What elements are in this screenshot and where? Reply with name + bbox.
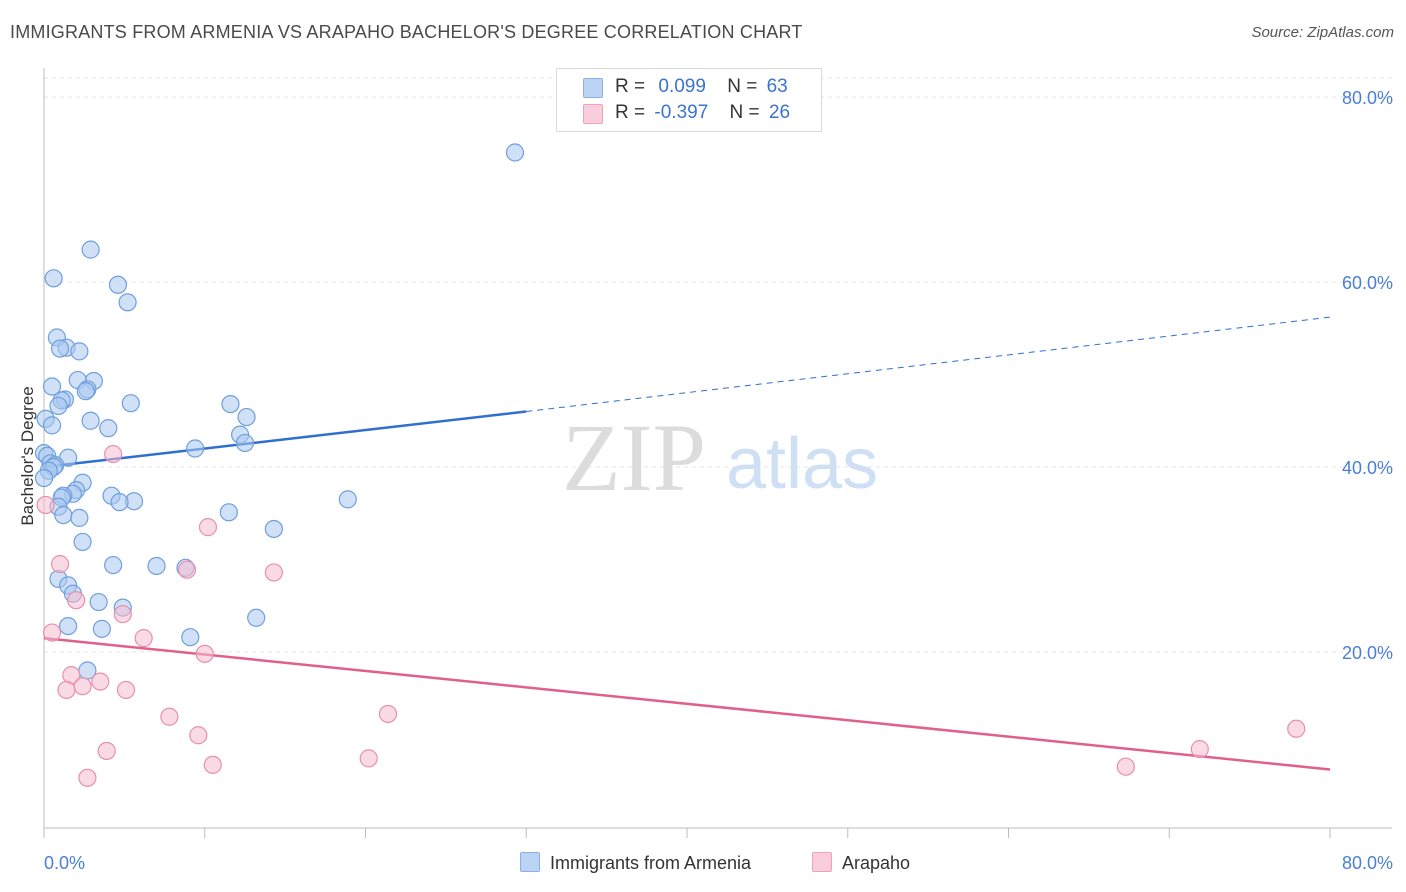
armenia-trend-line — [43, 410, 527, 469]
legend-r-label-1: R = — [615, 76, 646, 97]
armenia-point — [221, 395, 240, 414]
axes — [43, 68, 1392, 838]
arapaho-point — [378, 704, 398, 724]
arapaho-trend-line — [43, 636, 1331, 771]
armenia-point — [34, 469, 54, 488]
x-tick-label: 0.0% — [44, 853, 85, 873]
armenia-point — [264, 519, 283, 539]
legend-swatch-armenia — [583, 78, 603, 98]
armenia-point — [81, 240, 100, 259]
armenia-point — [121, 394, 140, 413]
legend-r-value-2: -0.397 — [654, 102, 709, 123]
watermark: ZIP atlas — [562, 404, 878, 511]
armenia-point — [76, 382, 95, 401]
arapaho-point — [50, 555, 70, 574]
legend-n-label-1: N = — [727, 76, 758, 97]
armenia-point — [42, 377, 62, 396]
bottom-legend-label-arapaho: Arapaho — [842, 853, 911, 873]
legend-n-value-1: 63 — [766, 76, 788, 97]
bottom-legend-swatch-armenia — [520, 852, 540, 872]
arapaho-point — [42, 623, 62, 642]
arapaho-point — [134, 629, 153, 648]
bottom-legend-armenia[interactable]: Immigrants from Armenia — [520, 852, 751, 874]
arapaho-point — [78, 768, 97, 787]
x-tick-label: 80.0% — [1342, 853, 1393, 873]
arapaho-point — [104, 444, 123, 464]
arapaho-point — [359, 749, 378, 768]
armenia-point — [73, 532, 92, 552]
correlation-legend: R = 0.099 N = 63 R = -0.397 N = 26 — [556, 68, 822, 132]
arapaho-point — [203, 755, 222, 774]
arapaho-point — [91, 672, 110, 691]
legend-r-value-1: 0.099 — [658, 76, 706, 97]
bottom-legend-label-armenia: Immigrants from Armenia — [550, 853, 752, 873]
armenia-point — [42, 416, 62, 435]
armenia-point — [70, 508, 89, 527]
armenia-point — [147, 556, 166, 576]
armenia-point — [44, 269, 63, 288]
arapaho-point — [1116, 757, 1135, 776]
armenia-point — [104, 555, 123, 575]
armenia-point — [235, 433, 255, 453]
arapaho-point — [198, 518, 218, 537]
armenia-point — [99, 419, 118, 438]
armenia-point — [49, 396, 68, 416]
source-label[interactable]: Source: ZipAtlas.com — [1251, 24, 1394, 41]
armenia-point — [54, 505, 73, 525]
armenia-point — [118, 293, 137, 312]
arapaho-point — [189, 726, 208, 745]
data-points — [34, 143, 1306, 787]
armenia-point — [92, 619, 111, 638]
legend-n-value-2: 26 — [768, 102, 791, 123]
armenia-point — [50, 339, 70, 358]
armenia-point — [338, 490, 357, 509]
armenia-trend-extension — [526, 316, 1331, 412]
watermark-zip: ZIP — [562, 404, 706, 511]
arapaho-point — [36, 495, 55, 515]
y-tick-label: 60.0% — [1342, 273, 1393, 293]
armenia-point — [70, 342, 89, 361]
armenia-point — [89, 592, 108, 612]
legend-n-label-2: N = — [729, 102, 760, 123]
armenia-point — [186, 439, 205, 458]
bottom-legend-swatch-arapaho — [812, 852, 832, 872]
legend-swatch-arapaho — [583, 104, 603, 124]
armenia-point — [110, 493, 129, 512]
chart-title: IMMIGRANTS FROM ARMENIA VS ARAPAHO BACHE… — [10, 22, 803, 42]
arapaho-point — [73, 677, 92, 696]
arapaho-point — [116, 680, 136, 700]
armenia-point — [181, 628, 200, 647]
arapaho-point — [1287, 719, 1306, 738]
armenia-point — [108, 275, 128, 294]
legend-r-label-2: R = — [615, 102, 646, 123]
armenia-point — [247, 608, 266, 627]
armenia-point — [59, 616, 78, 636]
arapaho-point — [67, 591, 86, 610]
arapaho-point — [177, 560, 197, 579]
arapaho-point — [113, 604, 132, 624]
armenia-point — [81, 411, 100, 430]
arapaho-point — [264, 563, 283, 582]
arapaho-point — [57, 680, 76, 700]
watermark-atlas: atlas — [726, 424, 878, 504]
arapaho-point — [160, 707, 179, 726]
y-tick-label: 80.0% — [1342, 88, 1393, 108]
armenia-point — [237, 407, 256, 427]
y-tick-label: 40.0% — [1342, 458, 1393, 478]
trend-lines — [43, 316, 1331, 771]
gridlines — [44, 77, 1392, 653]
armenia-point — [219, 503, 238, 522]
bottom-legend-arapaho[interactable]: Arapaho — [812, 852, 910, 874]
arapaho-point — [97, 741, 116, 761]
arapaho-point — [1190, 740, 1209, 759]
armenia-point — [505, 143, 525, 162]
tick-labels: 20.0% 40.0% 60.0% 80.0% 0.0% 80.0% — [44, 88, 1393, 873]
arapaho-point — [195, 644, 214, 663]
y-tick-label: 20.0% — [1342, 643, 1393, 663]
